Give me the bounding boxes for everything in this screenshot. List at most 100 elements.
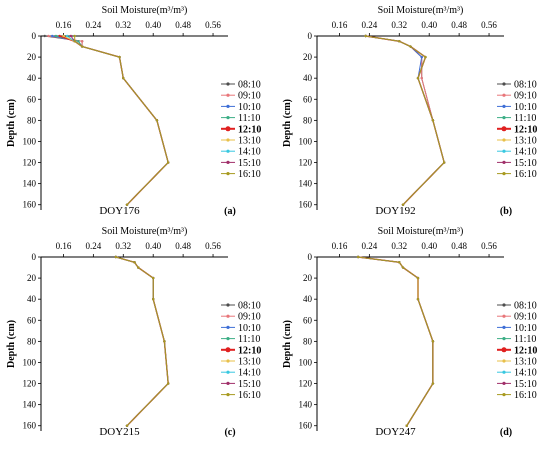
legend-marker	[226, 104, 230, 108]
legend-label: 16:10	[238, 390, 261, 401]
series-point	[80, 45, 84, 48]
legend-marker	[502, 337, 506, 341]
x-tick-label: 0.16	[56, 20, 72, 30]
legend-marker	[502, 393, 506, 397]
series-point	[80, 40, 84, 43]
series-point	[420, 55, 423, 59]
y-tick-label: 20	[303, 52, 313, 62]
series-point	[431, 340, 435, 343]
series-point	[125, 424, 129, 427]
legend-label: 14:10	[238, 368, 261, 379]
legend-marker	[226, 149, 230, 153]
legend-marker	[225, 347, 231, 353]
x-tick-label: 0.24	[85, 20, 101, 30]
legend-marker	[501, 347, 507, 353]
series-point	[442, 161, 446, 164]
x-tick-label: 0.40	[145, 241, 161, 251]
series-point	[431, 119, 435, 122]
doy-label: DOY176	[99, 205, 140, 217]
legend-label: 09:10	[514, 312, 537, 323]
legend-marker	[226, 393, 230, 397]
legend-marker	[226, 160, 230, 164]
x-tick-label: 0.56	[481, 241, 497, 251]
y-tick-label: 80	[303, 115, 313, 125]
series-point	[54, 34, 58, 38]
y-tick-label: 0	[32, 31, 37, 41]
legend-label: 11:10	[514, 334, 536, 345]
legend-marker	[502, 325, 506, 329]
legend-marker	[502, 370, 506, 374]
legend-label: 16:10	[514, 169, 537, 180]
y-tick-label: 80	[303, 336, 313, 346]
panel-b: Soil Moisture(m³/m³) Depth (cm) 0.16 0.24 0.…	[282, 5, 537, 217]
series-line-1610	[115, 256, 169, 427]
legend-label: 13:10	[514, 357, 537, 368]
series-line-1510	[115, 256, 169, 427]
series-point	[155, 119, 159, 122]
series-point	[401, 203, 405, 206]
legend-label: 08:10	[514, 80, 537, 91]
x-tick-label: 0.32	[391, 241, 407, 251]
series-point	[163, 340, 166, 343]
legend-label: 14:10	[514, 368, 537, 379]
x-axis-title: Soil Moisture(m³/m³)	[378, 226, 464, 237]
legend-marker	[502, 93, 506, 97]
series-point	[166, 161, 170, 164]
series-point	[114, 255, 118, 259]
series-point	[405, 424, 408, 427]
y-tick-label: 160	[299, 200, 313, 210]
series-point	[424, 55, 427, 59]
legend-label: 12:10	[514, 345, 537, 356]
series-line-1210	[115, 256, 169, 427]
legend-marker	[226, 370, 230, 374]
series-point	[420, 76, 423, 80]
x-axis-title: Soil Moisture(m³/m³)	[378, 5, 464, 16]
doy-label: DOY247	[375, 426, 416, 438]
legend-label: 16:10	[514, 390, 537, 401]
legend-marker	[226, 172, 230, 176]
series-point	[77, 40, 80, 43]
series-line-1310	[115, 256, 169, 427]
legend-label: 10:10	[238, 323, 261, 334]
y-tick-label: 40	[303, 294, 313, 304]
x-tick-label: 0.48	[175, 241, 191, 251]
x-tick-label: 0.16	[332, 241, 348, 251]
y-tick-label: 20	[303, 273, 313, 283]
y-tick-label: 60	[303, 94, 313, 104]
doy-label: DOY215	[99, 426, 140, 438]
x-tick-label: 0.48	[451, 241, 467, 251]
series-point	[43, 34, 46, 38]
legend-marker	[502, 303, 506, 307]
series-point	[125, 203, 129, 206]
legend-marker	[226, 381, 230, 385]
series-point	[166, 382, 170, 385]
legend-label: 08:10	[238, 80, 261, 91]
doy-label: DOY192	[375, 205, 415, 217]
y-axis-title: Depth (cm)	[282, 320, 293, 368]
y-tick-label: 80	[27, 336, 37, 346]
legend-marker	[226, 116, 230, 120]
legend-marker	[502, 160, 506, 164]
series-point	[431, 382, 435, 385]
legend-label: 08:10	[238, 301, 261, 312]
series-point	[152, 297, 155, 301]
series-point	[69, 34, 73, 38]
y-tick-label: 20	[27, 52, 37, 62]
legend-label: 14:10	[514, 147, 537, 158]
series-point	[152, 276, 155, 280]
series-point	[416, 276, 420, 280]
y-axis-title: Depth (cm)	[282, 99, 293, 147]
legend-marker	[502, 116, 506, 120]
legend-label: 11:10	[514, 113, 536, 124]
x-axis-title: Soil Moisture(m³/m³)	[102, 226, 188, 237]
y-tick-label: 40	[27, 294, 37, 304]
series-point	[47, 34, 50, 38]
legend-marker	[226, 93, 230, 97]
y-tick-label: 120	[23, 158, 37, 168]
series-line-1010	[115, 256, 169, 427]
series-line-1610	[74, 36, 169, 206]
x-tick-label: 0.40	[421, 241, 437, 251]
series-point	[51, 34, 54, 38]
x-tick-label: 0.56	[481, 20, 497, 30]
series-line-1110	[115, 256, 169, 427]
